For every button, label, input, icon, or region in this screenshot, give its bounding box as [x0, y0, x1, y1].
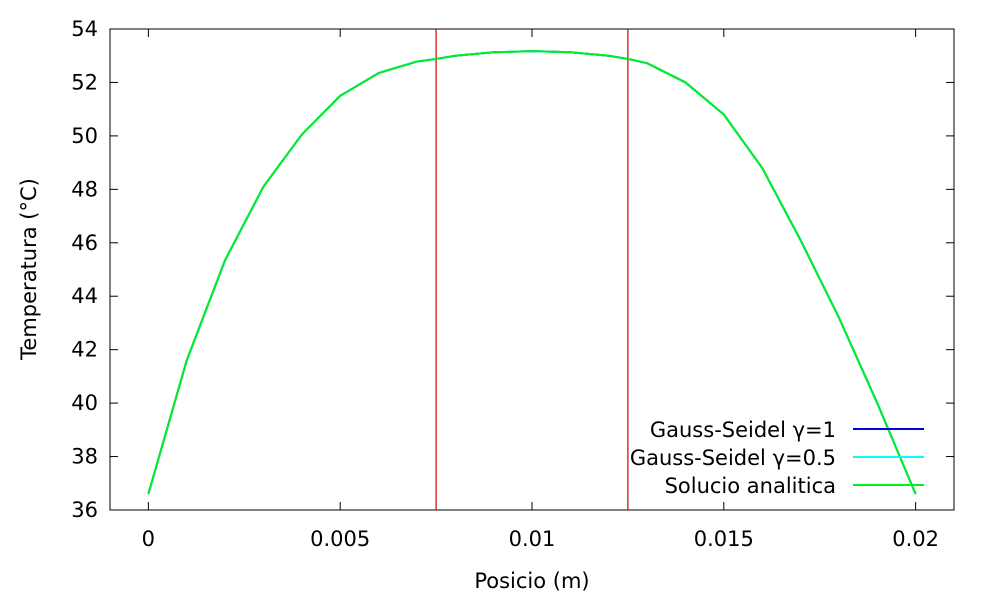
y-tick-label: 40 — [71, 391, 98, 415]
x-tick-label: 0.015 — [694, 527, 754, 551]
legend-label-1: Gauss-Seidel γ=1 — [650, 418, 836, 442]
x-axis-ticks: 0 0.005 0.01 0.015 0.02 — [142, 29, 939, 551]
y-tick-label: 36 — [71, 498, 98, 522]
y-axis-title: Temperatura (°C) — [17, 178, 41, 361]
y-tick-label: 46 — [71, 231, 98, 255]
reference-lines — [435, 29, 629, 510]
y-tick-label: 42 — [71, 338, 98, 362]
x-axis-title: Posicio (m) — [474, 569, 589, 593]
legend-label-3: Solucio analitica — [665, 474, 836, 498]
x-tick-label: 0 — [142, 527, 155, 551]
legend-label-2: Gauss-Seidel γ=0.5 — [630, 446, 836, 470]
x-tick-label: 0.005 — [310, 527, 370, 551]
series-group — [147, 50, 917, 495]
y-tick-label: 54 — [71, 17, 98, 41]
y-tick-label: 52 — [71, 70, 98, 94]
x-tick-label: 0.02 — [892, 527, 939, 551]
x-tick-label: 0.01 — [509, 527, 556, 551]
y-tick-label: 50 — [71, 124, 98, 148]
y-tick-label: 44 — [71, 284, 98, 308]
legend: Gauss-Seidel γ=1 Gauss-Seidel γ=0.5 Soluci… — [630, 418, 924, 498]
series-line-3 — [147, 50, 917, 495]
y-tick-label: 48 — [71, 177, 98, 201]
y-tick-label: 38 — [71, 445, 98, 469]
y-axis-ticks: 36 38 40 42 44 46 48 50 52 54 — [71, 17, 954, 522]
